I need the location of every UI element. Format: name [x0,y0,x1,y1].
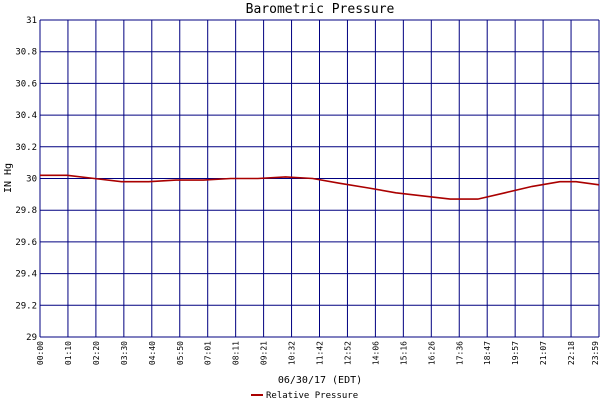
x-axis-label: 06/30/17 (EDT) [278,375,362,386]
x-tick-labels: 00:00 01:10 02:20 03:30 04:40 05:50 07:01 08:11… [36,341,600,365]
x-tick-label: 00:00 [36,341,45,365]
x-tick-label: 21:07 [539,341,548,365]
y-tick-label: 30.4 [15,111,37,121]
grid-lines [39,19,600,338]
x-tick-label: 01:10 [64,341,73,365]
x-tick-label: 15:16 [399,341,408,365]
series-line-relative-pressure [40,174,600,200]
y-tick-label: 29.8 [15,206,37,216]
x-tick-label: 12:52 [343,341,352,365]
x-tick-label: 11:42 [316,341,325,365]
x-tick-label: 23:59 [591,341,600,365]
y-tick-label: 29.4 [15,270,37,280]
y-tick-label: 30.6 [15,79,37,89]
x-tick-label: 18:47 [483,341,492,365]
chart-title: Barometric Pressure [246,2,395,17]
y-axis-label: IN Hg [3,163,14,193]
y-tick-label: 29.6 [15,238,37,248]
x-tick-label: 04:40 [148,341,157,365]
x-tick-label: 08:11 [232,341,241,365]
x-tick-label: 14:06 [371,341,380,365]
data-series [40,174,600,200]
x-tick-label: 07:01 [204,341,213,365]
y-tick-label: 29.2 [15,301,37,311]
x-tick-label: 03:30 [120,341,129,365]
y-tick-label: 31 [26,16,37,26]
x-tick-label: 17:36 [455,341,464,365]
y-tick-label: 30.8 [15,48,37,58]
x-tick-label: 09:21 [260,341,269,365]
x-tick-label: 19:57 [511,341,520,365]
y-tick-label: 29 [26,333,37,343]
x-tick-label: 22:18 [567,341,576,365]
x-tick-label: 05:50 [176,341,185,365]
x-tick-label: 16:26 [427,341,436,365]
y-tick-labels: 29 29.2 29.4 29.6 29.8 30 30.2 30.4 30.6 30.8 31 [15,16,37,343]
legend-label: Relative Pressure [266,391,358,400]
x-tick-label: 10:32 [288,341,297,365]
y-tick-label: 30 [26,175,37,185]
y-tick-label: 30.2 [15,143,37,153]
x-tick-label: 02:20 [92,341,101,365]
legend: Relative Pressure [251,391,358,400]
